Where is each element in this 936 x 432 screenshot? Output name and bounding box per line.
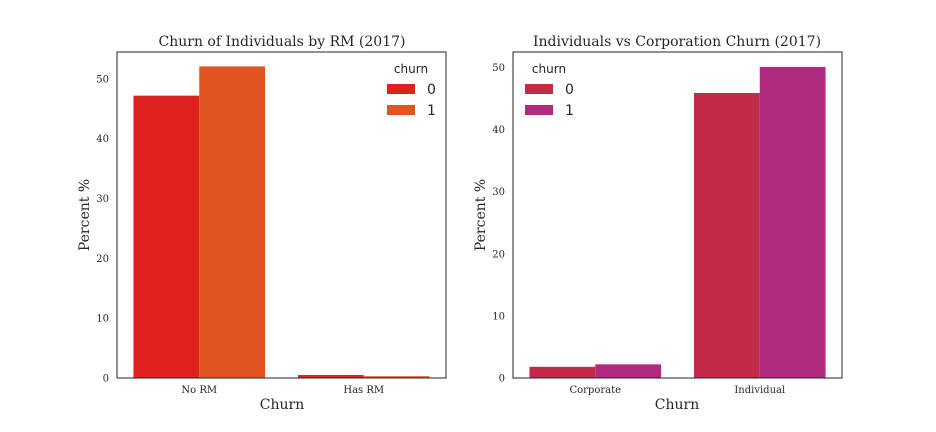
legend-title: churn xyxy=(532,62,566,76)
legend: churn 0 1 xyxy=(525,62,574,119)
y-tick-label: 20 xyxy=(492,249,505,260)
bar xyxy=(297,375,364,378)
bar xyxy=(693,92,760,379)
chart-individuals-vs-corporation: Individuals vs Corporation Churn (2017) … xyxy=(473,34,843,413)
plot-frame xyxy=(116,51,447,379)
y-axis-label: Percent % xyxy=(473,179,489,251)
bar xyxy=(133,95,200,379)
y-tick-label: 30 xyxy=(96,194,109,205)
legend-label-1: 1 xyxy=(427,103,436,119)
legend-label-0: 0 xyxy=(427,82,436,98)
x-tick-label: No RM xyxy=(181,385,217,396)
x-tick-label: Corporate xyxy=(569,385,621,396)
x-tick-label: Individual xyxy=(734,385,785,396)
bar xyxy=(759,66,826,378)
y-tick-label: 10 xyxy=(492,311,505,322)
chart-churn-by-rm: Churn of Individuals by RM (2017) Churn … xyxy=(77,34,447,413)
chart-title: Churn of Individuals by RM (2017) xyxy=(159,34,406,50)
y-tick-label: 50 xyxy=(96,74,109,85)
legend-swatch-1 xyxy=(525,105,553,115)
x-axis-label: Churn xyxy=(260,397,304,413)
chart-title: Individuals vs Corporation Churn (2017) xyxy=(533,34,821,50)
plot-frame xyxy=(512,51,843,379)
legend-swatch-0 xyxy=(525,84,553,94)
bar xyxy=(199,66,266,379)
legend-label-0: 0 xyxy=(565,82,574,98)
bar xyxy=(529,366,596,378)
y-tick-label: 40 xyxy=(492,125,505,136)
x-axis-label: Churn xyxy=(655,397,699,413)
legend-title: churn xyxy=(394,62,428,76)
y-tick-label: 0 xyxy=(499,374,505,385)
bar xyxy=(595,364,662,378)
y-tick-label: 0 xyxy=(103,374,109,385)
legend-swatch-1 xyxy=(387,105,415,115)
legend: churn 0 1 xyxy=(387,62,436,119)
y-axis-label: Percent % xyxy=(77,179,93,251)
y-tick-label: 50 xyxy=(492,63,505,74)
y-tick-label: 30 xyxy=(492,187,505,198)
y-tick-label: 10 xyxy=(96,314,109,325)
x-tick-label: Has RM xyxy=(343,385,384,396)
legend-label-1: 1 xyxy=(565,103,574,119)
bar xyxy=(363,376,430,378)
y-tick-label: 20 xyxy=(96,254,109,265)
plot-area: 0 10 20 30 40 50 No RM Has RM xyxy=(96,66,430,396)
y-tick-label: 40 xyxy=(96,134,109,145)
legend-swatch-0 xyxy=(387,84,415,94)
